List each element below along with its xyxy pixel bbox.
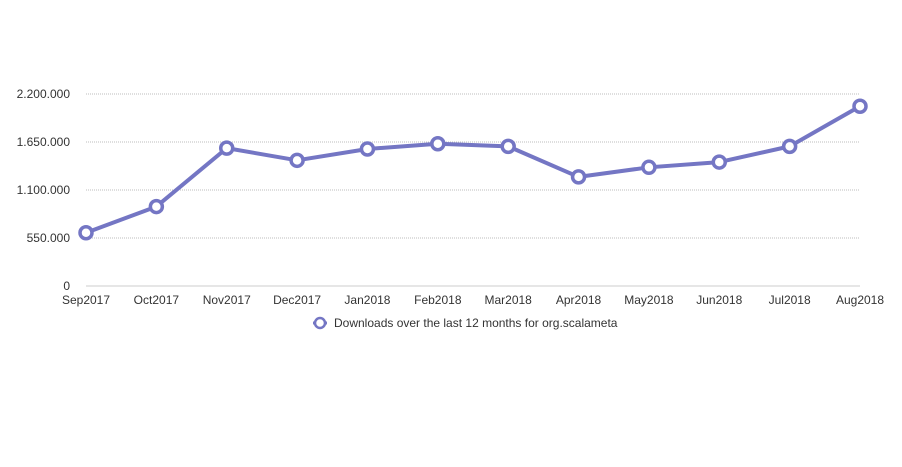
x-tick-label: May2018: [624, 293, 674, 307]
data-point[interactable]: [430, 135, 446, 152]
data-point[interactable]: [500, 138, 516, 155]
x-tick-label: Jul2018: [769, 293, 811, 307]
y-tick-label: 0: [63, 279, 70, 293]
data-point[interactable]: [570, 169, 587, 185]
data-point[interactable]: [148, 198, 165, 215]
data-point[interactable]: [711, 154, 728, 170]
y-tick-label: 1.650.000: [17, 135, 71, 149]
y-tick-label: 2.200.000: [17, 87, 71, 101]
x-tick-label: Dec2017: [273, 293, 321, 307]
data-point[interactable]: [289, 152, 305, 169]
grid-lines: [86, 93, 860, 287]
data-point[interactable]: [218, 140, 235, 156]
y-axis-labels: 0 550.000 1.100.000 1.650.000 2.200.000: [17, 87, 71, 293]
y-tick-label: 1.100.000: [17, 183, 71, 197]
legend[interactable]: Downloads over the last 12 months for or…: [313, 316, 618, 330]
x-tick-label: Oct2017: [134, 293, 180, 307]
x-tick-label: Jun2018: [696, 293, 742, 307]
data-point[interactable]: [78, 225, 94, 241]
data-point[interactable]: [641, 159, 657, 176]
data-points: [78, 98, 868, 241]
data-point[interactable]: [781, 138, 798, 155]
y-tick-label: 550.000: [27, 231, 71, 245]
x-tick-label: Apr2018: [556, 293, 602, 307]
data-point[interactable]: [359, 141, 376, 157]
x-tick-label: Nov2017: [203, 293, 251, 307]
data-point[interactable]: [852, 98, 868, 114]
x-tick-label: Feb2018: [414, 293, 462, 307]
x-tick-label: Mar2018: [484, 293, 532, 307]
x-axis-labels: Sep2017 Oct2017 Nov2017 Dec2017 Jan2018 Feb20…: [62, 293, 884, 307]
x-tick-label: Jan2018: [344, 293, 390, 307]
x-tick-label: Sep2017: [62, 293, 110, 307]
legend-marker-icon: [313, 316, 327, 330]
series-line: [84, 104, 862, 235]
x-tick-label: Aug2018: [836, 293, 884, 307]
legend-label: Downloads over the last 12 months for or…: [334, 316, 618, 330]
